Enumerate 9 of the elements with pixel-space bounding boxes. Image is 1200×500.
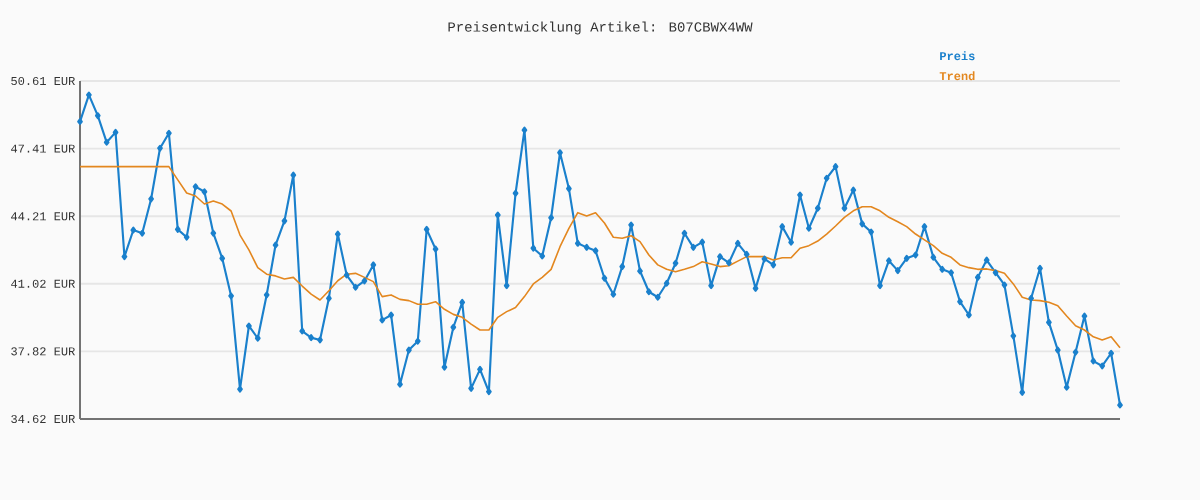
y-tick-label: 47.41 EUR	[11, 144, 75, 153]
text: Trend	[939, 71, 975, 81]
y-tick-label: 50.61 EUR	[11, 76, 75, 86]
text: Preis	[940, 51, 975, 61]
y-tick-label: 41.02 EUR	[11, 279, 75, 288]
y-tick-label: 44.21 EUR	[11, 212, 75, 221]
chart-title: Preisentwicklung Artikel: B07CBWX4WW	[448, 21, 753, 35]
y-tick-label: 37.82 EUR	[11, 347, 75, 356]
y-tick-label: 34.62 EUR	[11, 414, 75, 424]
